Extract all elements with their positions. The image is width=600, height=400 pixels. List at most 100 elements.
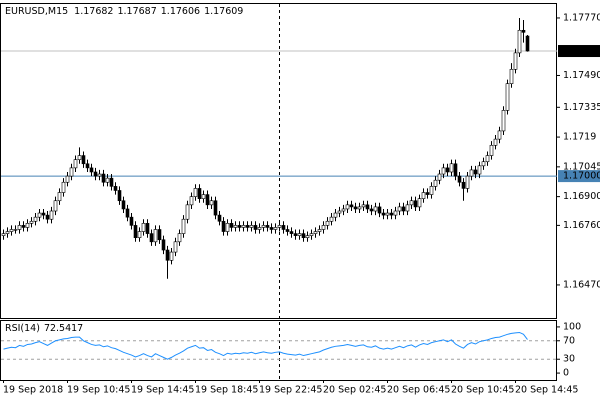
price-panel-frame bbox=[0, 3, 557, 319]
candle-body bbox=[189, 196, 194, 206]
candle-body bbox=[433, 179, 438, 187]
last-open: 1.17682 bbox=[74, 6, 113, 17]
y-tick-label: 1.16900 bbox=[563, 191, 600, 202]
candle-body bbox=[313, 231, 318, 234]
candle-body bbox=[337, 210, 342, 214]
rsi-title: RSI(14) bbox=[5, 323, 40, 334]
candle-body bbox=[233, 225, 238, 228]
candle-body bbox=[493, 138, 498, 146]
x-tick-label: 19 Sep 10:45 bbox=[67, 385, 130, 396]
candle-body bbox=[393, 210, 398, 216]
candle-body bbox=[357, 206, 362, 210]
candle-body bbox=[173, 241, 178, 253]
candle-body bbox=[41, 212, 46, 216]
candle-body bbox=[117, 190, 122, 202]
candle-body bbox=[369, 208, 374, 212]
candle-body bbox=[1, 233, 6, 236]
candle-body bbox=[517, 29, 522, 54]
candle-body bbox=[413, 200, 418, 208]
candle-body bbox=[169, 251, 174, 261]
candle-body bbox=[29, 220, 34, 224]
y-tick-label: 1.17335 bbox=[563, 102, 600, 113]
candle-body bbox=[437, 173, 442, 181]
candle-body bbox=[105, 177, 110, 183]
x-tick-label: 20 Sep 06:45 bbox=[387, 385, 450, 396]
candle-body bbox=[125, 208, 130, 218]
candle-body bbox=[161, 239, 166, 251]
y-tick-label: 1.16470 bbox=[563, 279, 600, 290]
candle-body bbox=[385, 212, 390, 216]
last-close: 1.17609 bbox=[204, 6, 243, 17]
candle-body bbox=[349, 204, 354, 208]
candle-body bbox=[253, 225, 258, 230]
candle-body bbox=[305, 235, 310, 239]
candle-body bbox=[373, 206, 378, 212]
y-tick-label: 30 bbox=[563, 354, 575, 365]
candle-body bbox=[217, 214, 222, 222]
candle-body bbox=[221, 220, 226, 232]
candle-body bbox=[181, 218, 186, 234]
price-label-box bbox=[558, 45, 600, 58]
candle-body bbox=[285, 229, 290, 232]
candle-body bbox=[89, 167, 94, 173]
candle-body bbox=[49, 210, 54, 220]
candle-body bbox=[121, 200, 126, 210]
candle-body bbox=[469, 169, 474, 177]
x-tick-label: 19 Sep 2018 bbox=[3, 385, 63, 396]
candle-body bbox=[257, 227, 262, 230]
candle-body bbox=[465, 175, 470, 189]
candle-body bbox=[57, 192, 62, 202]
candle-body bbox=[477, 165, 482, 175]
candle-body bbox=[97, 173, 102, 177]
candle-body bbox=[429, 186, 434, 195]
candle-body bbox=[25, 223, 30, 228]
candle-body bbox=[293, 233, 298, 236]
last-high: 1.17687 bbox=[117, 6, 156, 17]
candle-body bbox=[457, 175, 462, 183]
candle-body bbox=[497, 130, 502, 140]
candle-body bbox=[129, 216, 134, 226]
candle-body bbox=[513, 52, 518, 70]
candle-body bbox=[261, 225, 266, 228]
candle-body bbox=[485, 155, 490, 163]
candle-body bbox=[85, 163, 90, 169]
candle-body bbox=[229, 223, 234, 228]
candle-body bbox=[61, 181, 66, 193]
candle-body bbox=[309, 233, 314, 236]
candle-body bbox=[241, 225, 246, 228]
chart-header: EURUSD,M15 1.17682 1.17687 1.17606 1.17609 bbox=[5, 6, 243, 17]
candle-body bbox=[101, 173, 106, 183]
rsi-last: 72.5417 bbox=[44, 323, 83, 334]
candle-body bbox=[113, 186, 118, 191]
candle-body bbox=[209, 200, 214, 206]
candle-body bbox=[341, 208, 346, 212]
candle-body bbox=[81, 155, 86, 165]
price-label: 1.17609 bbox=[563, 46, 600, 57]
candle-body bbox=[249, 225, 254, 228]
candle-body bbox=[9, 229, 14, 232]
y-tick-label: 70 bbox=[563, 335, 575, 346]
chart-title: EURUSD,M15 bbox=[5, 6, 68, 17]
candle-body bbox=[265, 225, 270, 228]
price-label-box bbox=[558, 170, 600, 183]
candle-body bbox=[321, 225, 326, 230]
candle-body bbox=[193, 188, 198, 197]
candle-body bbox=[109, 177, 114, 187]
candle-body bbox=[93, 171, 98, 177]
candle-body bbox=[525, 35, 530, 52]
candle-body bbox=[445, 167, 450, 173]
candle-body bbox=[361, 204, 366, 208]
candle-body bbox=[509, 69, 514, 84]
candle-body bbox=[13, 229, 18, 231]
candle-body bbox=[153, 229, 158, 243]
candle-body bbox=[297, 233, 302, 236]
candle-body bbox=[281, 225, 286, 230]
x-tick-label: 19 Sep 14:45 bbox=[131, 385, 194, 396]
candle-body bbox=[329, 216, 334, 222]
candle-body bbox=[289, 231, 294, 234]
candle-body bbox=[505, 83, 510, 111]
rsi-panel-frame bbox=[0, 320, 557, 381]
candle-body bbox=[69, 167, 74, 177]
candle-body bbox=[377, 206, 382, 214]
